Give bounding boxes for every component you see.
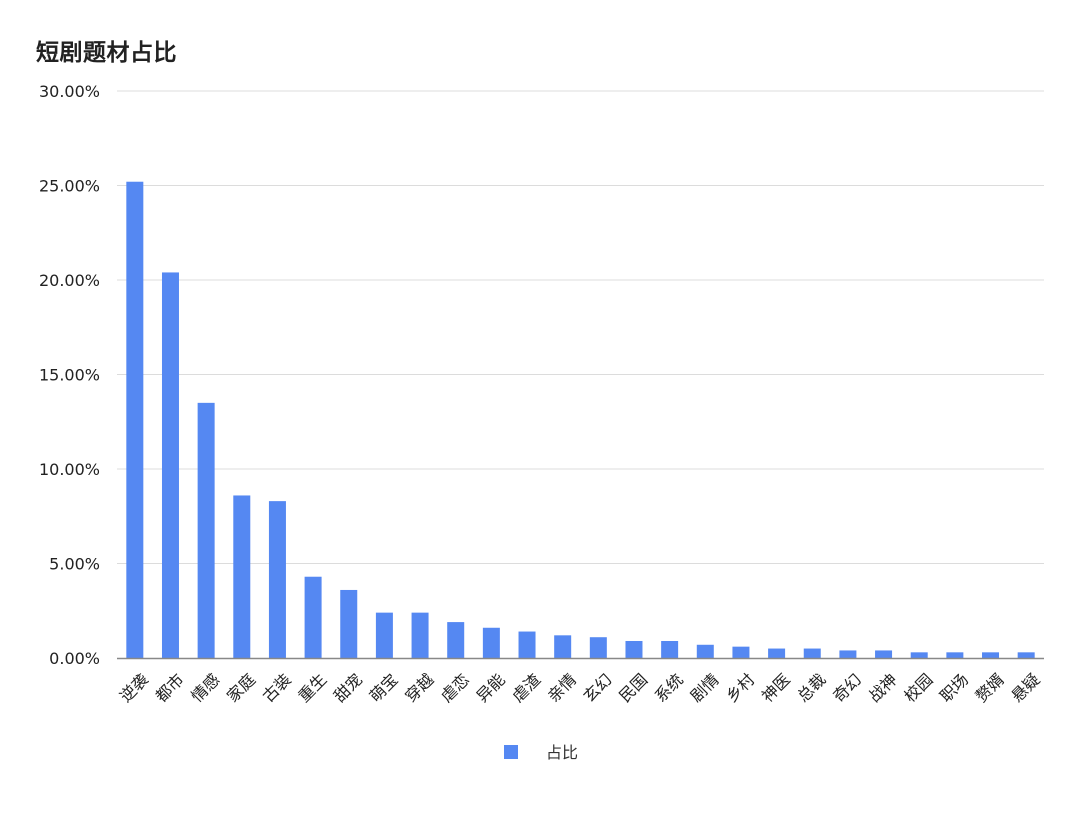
x-tick-label: 萌宝 [366, 670, 402, 706]
x-tick-label: 剧情 [687, 670, 723, 706]
x-tick-label: 民国 [615, 670, 651, 706]
x-tick-label: 校园 [900, 670, 936, 706]
x-tick-label: 异能 [473, 670, 509, 706]
bars [126, 181, 1035, 658]
bar-虐恋[interactable] [447, 622, 465, 658]
bar-神医[interactable] [768, 648, 786, 658]
bar-职场[interactable] [946, 652, 964, 658]
bar-古装[interactable] [268, 501, 286, 658]
y-tick-label: 20.00% [39, 271, 100, 290]
x-tick-label: 玄幻 [580, 670, 616, 706]
x-tick-label: 都市 [152, 670, 188, 706]
x-tick-label: 奇幻 [829, 670, 865, 706]
x-tick-label: 古装 [259, 670, 295, 706]
x-tick-label: 家庭 [223, 670, 259, 706]
x-tick-label: 战神 [865, 670, 901, 706]
bar-乡村[interactable] [732, 646, 750, 658]
bar-虐渣[interactable] [518, 631, 536, 658]
x-tick-label: 乡村 [722, 670, 758, 706]
bar-都市[interactable] [161, 272, 179, 658]
bar-萌宝[interactable] [375, 612, 393, 658]
chart-title: 短剧题材占比 [36, 40, 177, 66]
x-tick-label: 系统 [651, 670, 687, 706]
x-tick-label: 神医 [758, 670, 794, 706]
bar-玄幻[interactable] [589, 637, 607, 658]
bar-奇幻[interactable] [839, 650, 857, 658]
bar-情感[interactable] [197, 402, 215, 658]
x-tick-label: 悬疑 [1007, 670, 1043, 706]
bar-穿越[interactable] [411, 612, 429, 658]
x-axis: 逆袭 都市 情感 家庭 古装 重生 甜宠 萌宝 穿越 虐恋 异能 虐渣 亲情 玄幻 民国 系统 剧情 乡村 神医 总裁… [116, 670, 1043, 706]
y-tick-label: 25.00% [39, 177, 100, 196]
bar-悬疑[interactable] [1017, 652, 1035, 658]
legend-swatch[interactable] [504, 745, 518, 759]
bar-总裁[interactable] [803, 648, 821, 658]
legend[interactable]: 占比 [504, 743, 578, 762]
gridlines [117, 90, 1044, 564]
bar-赘婿[interactable] [982, 652, 1000, 658]
bar-民国[interactable] [625, 640, 643, 658]
bar-战神[interactable] [875, 650, 893, 658]
y-tick-label: 5.00% [49, 555, 100, 574]
bar-逆袭[interactable] [126, 181, 144, 658]
bar-异能[interactable] [482, 627, 500, 658]
y-tick-label: 0.00% [49, 649, 100, 668]
x-tick-label: 甜宠 [330, 670, 366, 706]
y-tick-label: 10.00% [39, 460, 100, 479]
x-tick-label: 总裁 [793, 670, 829, 706]
x-tick-label: 重生 [294, 670, 330, 706]
x-tick-label: 穿越 [401, 670, 437, 706]
bar-校园[interactable] [910, 652, 928, 658]
x-tick-label: 亲情 [544, 670, 580, 706]
legend-label[interactable]: 占比 [546, 743, 578, 762]
bar-系统[interactable] [661, 640, 679, 658]
x-tick-label: 逆袭 [116, 670, 152, 706]
y-axis: 0.00% 5.00% 10.00% 15.00% 20.00% 25.00% 30.00% [39, 82, 100, 668]
y-tick-label: 15.00% [39, 366, 100, 385]
y-tick-label: 30.00% [39, 82, 100, 101]
x-tick-label: 职场 [936, 670, 972, 706]
bar-重生[interactable] [304, 576, 322, 658]
x-tick-label: 赘婿 [972, 670, 1008, 706]
bar-亲情[interactable] [554, 635, 572, 658]
bar-甜宠[interactable] [340, 589, 358, 658]
bar-剧情[interactable] [696, 644, 714, 658]
x-tick-label: 情感 [187, 670, 223, 706]
x-tick-label: 虐渣 [508, 670, 544, 706]
x-tick-label: 虐恋 [437, 670, 473, 706]
bar-家庭[interactable] [233, 495, 251, 658]
